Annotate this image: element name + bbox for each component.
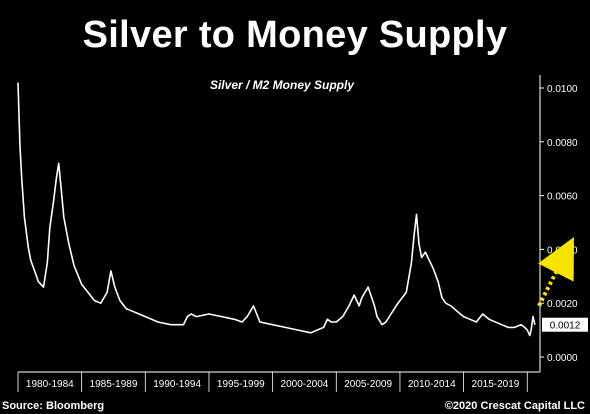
x-tick-label: 2010-2014 (408, 379, 456, 390)
y-tick-label: 0.0000 (547, 353, 578, 364)
y-tick-label: 0.0080 (547, 138, 578, 149)
copyright-note: ©2020 Crescat Capital LLC (444, 400, 585, 412)
y-tick-label: 0.0060 (547, 192, 578, 203)
x-tick-label: 2000-2004 (281, 379, 329, 390)
series-line (17, 82, 536, 337)
chart-subtitle: Silver / M2 Money Supply (210, 78, 355, 92)
y-tick-label: 0.0020 (547, 299, 578, 310)
y-tick-label: 0.0100 (547, 84, 578, 95)
x-tick-label: 1980-1984 (26, 379, 74, 390)
current-value-box (542, 317, 588, 332)
x-tick-label: 1995-1999 (217, 379, 265, 390)
x-tick-label: 2015-2019 (472, 379, 520, 390)
chart-main-title: Silver to Money Supply (82, 14, 508, 56)
y-tick-label: 0.0040 (547, 245, 578, 256)
source-note: Source: Bloomberg (2, 400, 105, 412)
x-tick-label: 2005-2009 (344, 379, 392, 390)
x-tick-label: 1990-1994 (153, 379, 201, 390)
x-tick-label: 1985-1989 (90, 379, 138, 390)
current-value-label: 0.0012 (550, 321, 581, 332)
